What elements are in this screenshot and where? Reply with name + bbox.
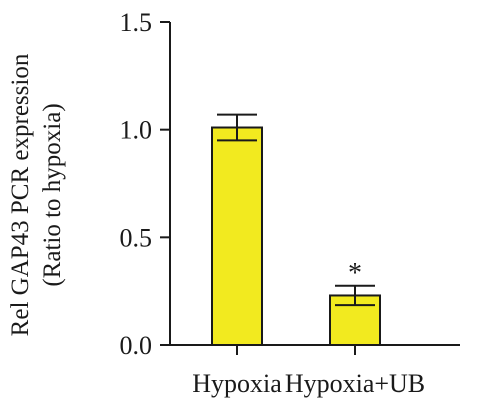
y-tick-label: 1.0 — [120, 116, 153, 145]
bar — [211, 126, 263, 346]
significance-marker: * — [348, 258, 362, 289]
y-tick-label: 0.0 — [120, 331, 153, 360]
plot-area: 0.0 0.5 1.0 1.5 Hypoxia Hypoxia+UB * — [120, 8, 460, 398]
y-tick-label: 0.5 — [120, 223, 153, 252]
x-tick-label: Hypoxia — [192, 369, 282, 398]
y-axis-title: Rel GAP43 PCR expression — [7, 53, 34, 336]
x-tick-label: Hypoxia+UB — [285, 369, 425, 398]
y-axis-subtitle: (Ratio to hypoxia) — [39, 103, 66, 286]
y-tick-label: 1.5 — [120, 8, 153, 37]
